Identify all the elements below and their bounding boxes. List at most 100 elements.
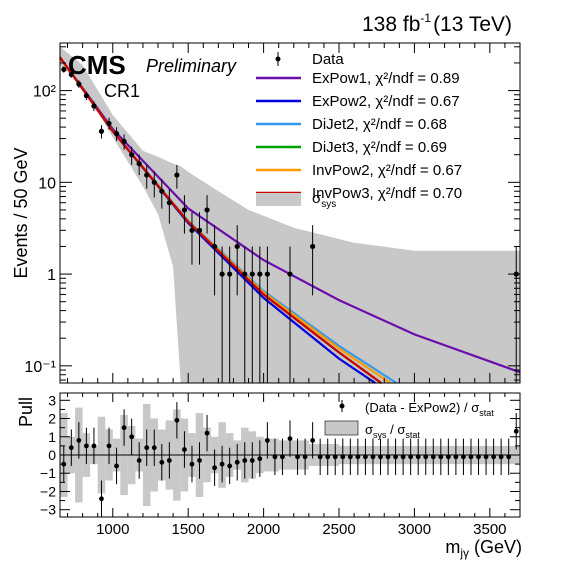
pull-point <box>483 454 489 460</box>
sys-band <box>60 46 520 384</box>
pull-point <box>310 438 316 443</box>
data-point <box>129 152 135 158</box>
pull-point <box>159 459 165 465</box>
x-tick-label: 3500 <box>473 521 506 538</box>
fit-curve-expow1 <box>59 56 521 374</box>
x-tick-label: 2500 <box>322 521 355 538</box>
legend-fit-label: ExPow1, χ²/ndf = 0.89 <box>312 70 460 87</box>
data-point <box>181 207 188 213</box>
x-axis-label: mjγ (GeV) <box>445 537 522 560</box>
y-tick-label: 1 <box>47 267 56 284</box>
data-point <box>287 271 293 277</box>
pull-point <box>182 447 187 452</box>
data-point <box>227 271 233 277</box>
pull-point <box>423 454 429 460</box>
y-tick-label: 10⁻¹ <box>24 359 56 376</box>
pull-point <box>491 454 497 460</box>
pull-point <box>91 443 97 449</box>
pull-point <box>461 454 466 460</box>
pull-point <box>242 458 248 463</box>
pull-point <box>355 454 361 460</box>
legend-fit-label: InvPow2, χ²/ndf = 0.67 <box>312 162 462 179</box>
data-point <box>121 138 127 144</box>
pull-point <box>295 454 300 460</box>
pull-y-tick-label: 0 <box>48 447 56 463</box>
pull-points <box>61 402 519 517</box>
pull-y-tick-label: −1 <box>40 465 56 481</box>
pull-point <box>317 454 323 460</box>
data-point <box>76 81 82 87</box>
pull-legend-band-label: σsys / σstat <box>365 422 420 440</box>
pull-point <box>476 454 481 460</box>
pull-point <box>287 436 293 441</box>
data-point <box>68 71 74 78</box>
pull-point <box>249 458 255 463</box>
pull-point <box>234 459 240 465</box>
pull-point <box>325 454 331 460</box>
pull-point <box>378 454 383 460</box>
pull-point <box>506 454 512 460</box>
data-point <box>174 172 180 178</box>
main-plot-panel: 10⁻¹ 1 10 10² CMS Preliminary CR1 Events / … <box>11 42 521 384</box>
legend-fit-label: InvPow3, χ²/ndf = 0.70 <box>312 185 462 202</box>
data-point <box>83 93 89 99</box>
pull-point <box>370 454 376 460</box>
sys-band-area <box>60 46 520 384</box>
pull-y-tick-label: −2 <box>40 483 56 499</box>
pull-point <box>121 425 127 431</box>
region-label: CR1 <box>104 81 140 101</box>
y-axis-label: Events / 50 GeV <box>11 147 31 278</box>
pull-point <box>144 445 150 451</box>
data-point <box>136 160 142 167</box>
pull-point <box>136 458 142 463</box>
x-tick-label: 2000 <box>247 521 280 538</box>
pull-point <box>415 454 421 460</box>
pull-point <box>114 463 119 469</box>
legend-fit-label: ExPow2, χ²/ndf = 0.67 <box>312 93 460 110</box>
legend-data-label: Data <box>312 51 344 68</box>
data-point <box>144 172 150 178</box>
data-point <box>189 227 195 233</box>
pull-point <box>129 434 135 440</box>
pull-y-tick-label: −3 <box>40 502 56 518</box>
pull-axes: 1000 1500 2000 2500 3000 3500 −3 −2 −1 0 1 2 3 <box>40 392 520 538</box>
data-point <box>166 200 172 206</box>
pull-point <box>363 454 368 460</box>
pull-point <box>400 454 406 460</box>
pull-point <box>151 445 157 451</box>
pull-point <box>385 454 391 460</box>
pull-point <box>468 454 474 460</box>
pull-point <box>189 461 195 467</box>
pull-point <box>257 456 263 462</box>
pull-legend-data-label: (Data - ExPow2) / σstat <box>365 400 494 418</box>
pull-legend-data-marker <box>339 403 345 409</box>
data-point <box>204 207 210 213</box>
pull-point <box>302 454 308 460</box>
data-point <box>249 271 255 277</box>
pull-y-tick-label: 3 <box>48 392 56 408</box>
legend-sys-label: σsys <box>312 190 336 210</box>
pull-point <box>332 454 338 460</box>
data-point <box>257 271 263 277</box>
data-point <box>106 120 112 126</box>
data-point <box>219 271 225 277</box>
data-point <box>310 243 316 250</box>
data-point <box>159 188 165 194</box>
pull-point <box>197 458 202 463</box>
data-point <box>196 227 203 233</box>
x-tick-label: 1500 <box>172 521 205 538</box>
pull-point <box>453 454 459 460</box>
pull-point <box>498 454 504 460</box>
main-plot-frame <box>59 42 521 384</box>
pull-point <box>76 438 82 443</box>
pull-point <box>438 454 444 460</box>
data-point <box>151 179 157 185</box>
lumi-label: 138 fb-1(13 TeV) <box>362 11 512 36</box>
fit-curves <box>59 56 521 384</box>
data-point <box>61 66 67 73</box>
legend-fit-label: DiJet2, χ²/ndf = 0.68 <box>312 116 447 133</box>
pull-point <box>212 465 217 471</box>
legend-data-marker <box>275 56 281 62</box>
